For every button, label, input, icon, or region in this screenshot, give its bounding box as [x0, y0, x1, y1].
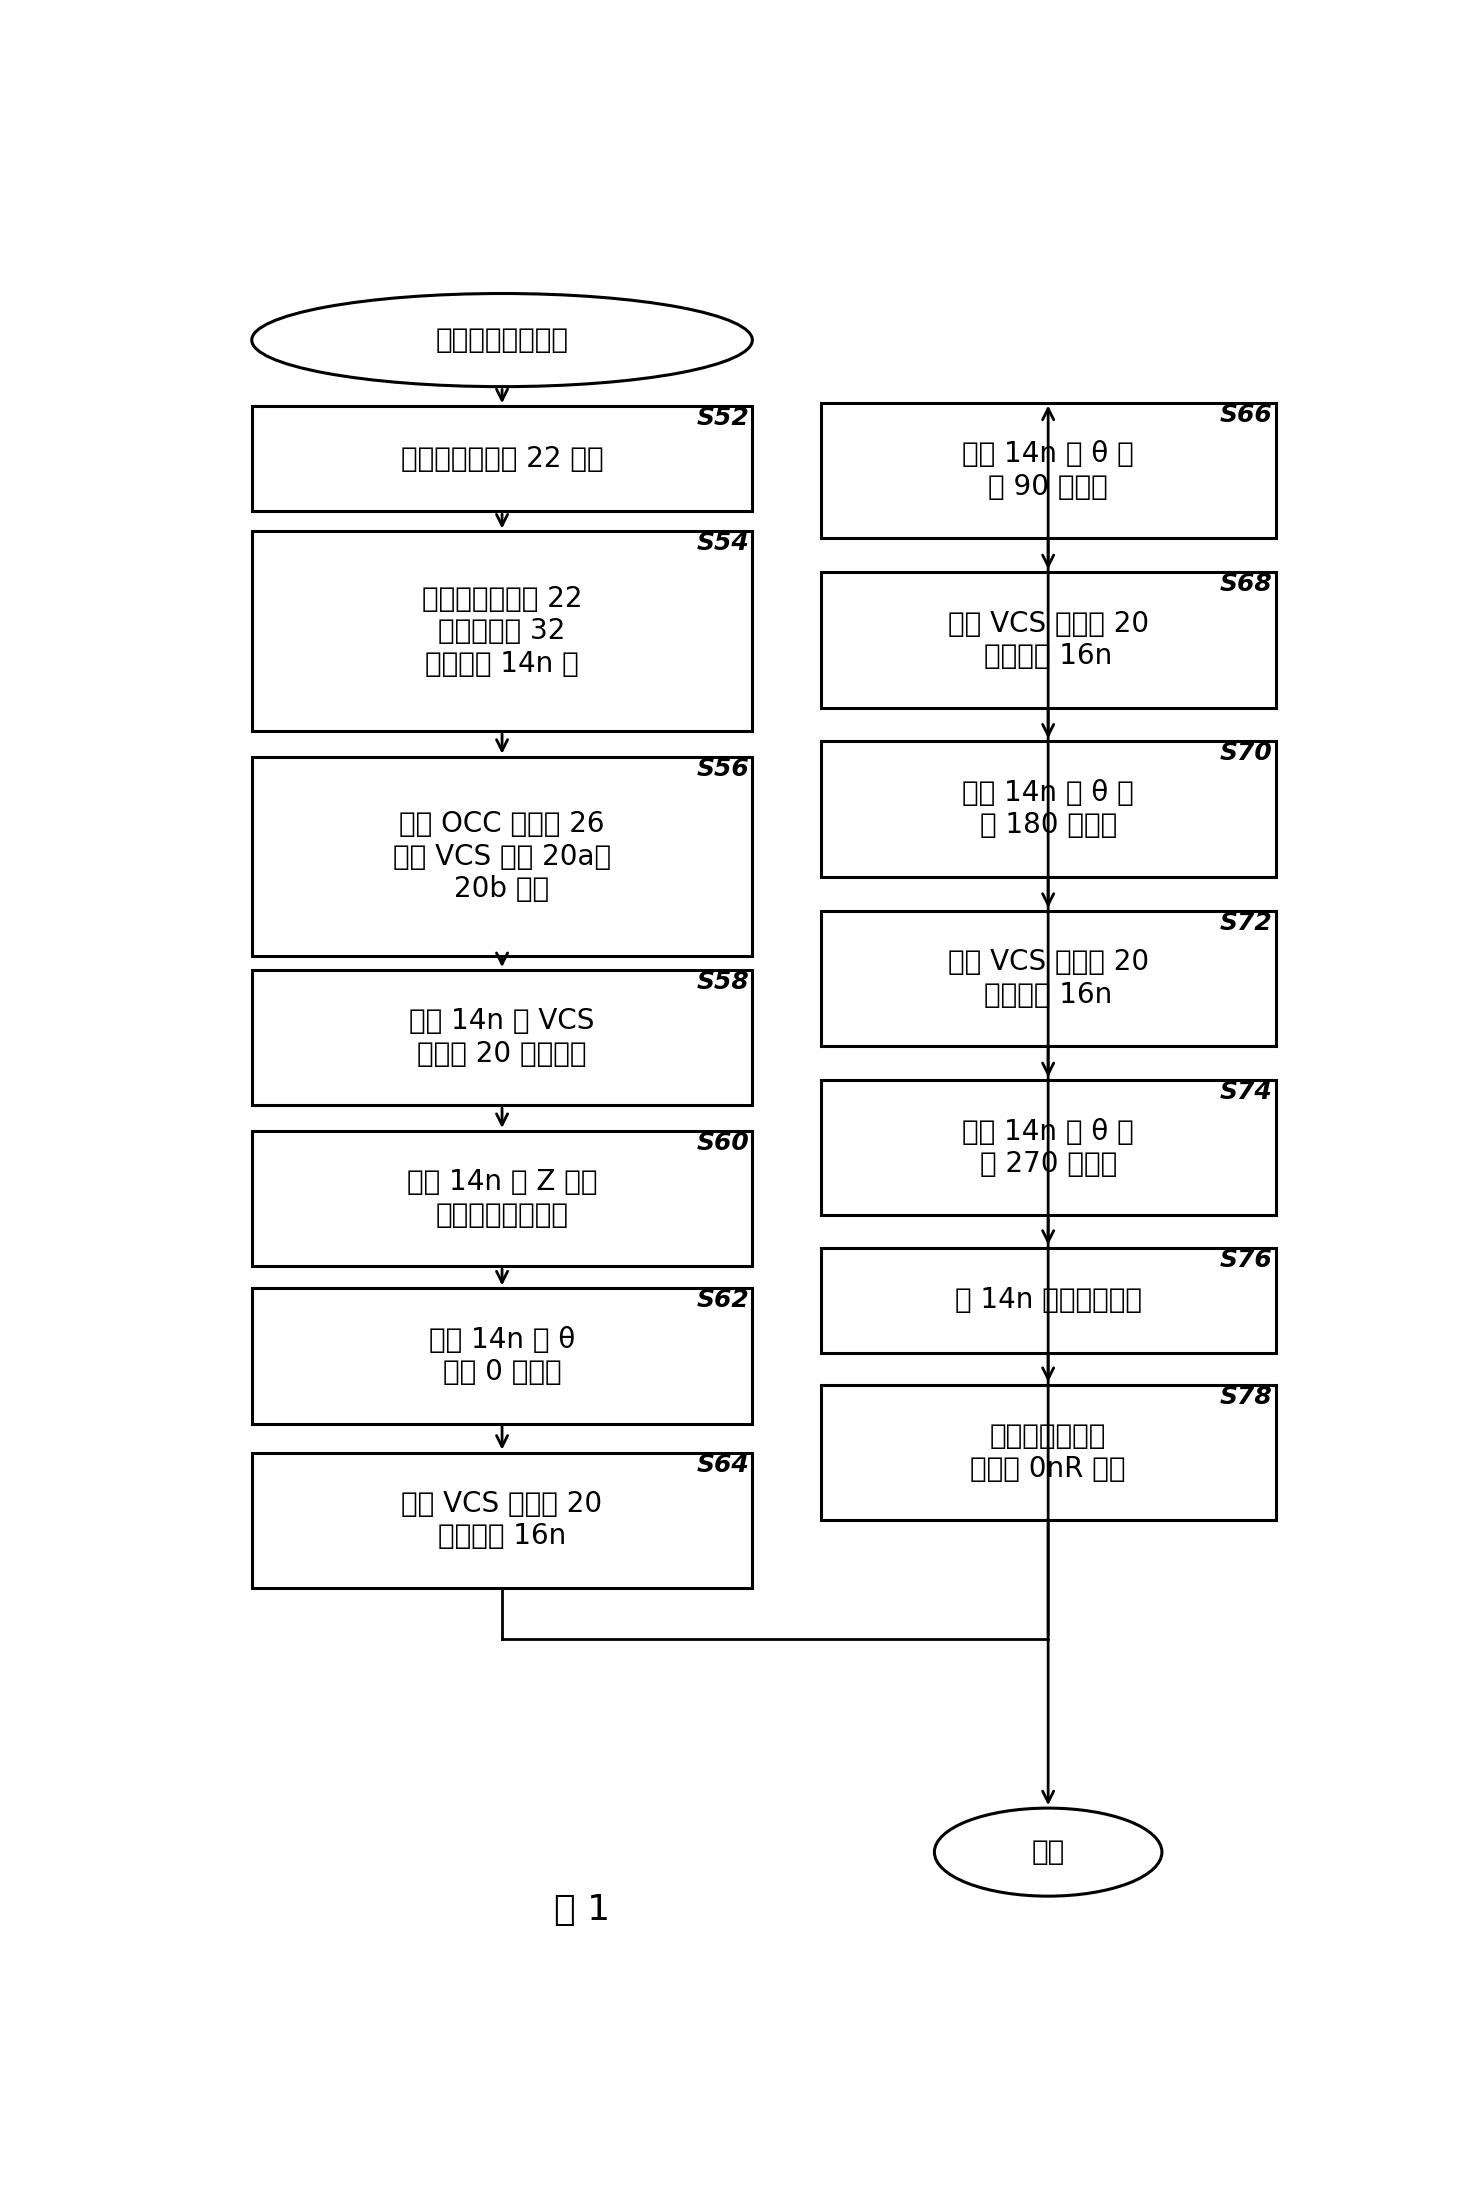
Text: 使头 14n 的 Z 轴向
喷嘴摄像高度下降: 使头 14n 的 Z 轴向 喷嘴摄像高度下降: [407, 1168, 597, 1229]
Text: 结束: 结束: [1032, 1838, 1064, 1867]
Bar: [252, 1289, 752, 1423]
Text: 图 1: 图 1: [553, 1893, 609, 1926]
Bar: [821, 402, 1276, 539]
Bar: [821, 910, 1276, 1047]
Text: 向喷嘴更换单元 22 移动: 向喷嘴更换单元 22 移动: [401, 444, 603, 473]
Bar: [252, 970, 752, 1106]
Bar: [252, 532, 752, 732]
Text: S78: S78: [1220, 1385, 1273, 1410]
Bar: [252, 756, 752, 957]
Bar: [252, 1130, 752, 1267]
Bar: [821, 1247, 1276, 1352]
Bar: [821, 1080, 1276, 1216]
Text: 使头 14n 向 VCS
照相机 20 位置移动: 使头 14n 向 VCS 照相机 20 位置移动: [410, 1007, 595, 1069]
Text: 使头 14n 的 θ 轴
向 180 度旋转: 使头 14n 的 θ 轴 向 180 度旋转: [963, 778, 1133, 840]
Text: S74: S74: [1220, 1080, 1273, 1104]
Text: 测定安装头偏移量: 测定安装头偏移量: [436, 325, 568, 354]
Bar: [821, 1385, 1276, 1520]
Text: S66: S66: [1220, 402, 1273, 427]
Bar: [821, 572, 1276, 708]
Text: 使头 14n 的 θ
轴向 0 度旋转: 使头 14n 的 θ 轴向 0 度旋转: [429, 1326, 575, 1385]
Text: S60: S60: [696, 1130, 749, 1154]
Ellipse shape: [252, 292, 752, 387]
Text: S62: S62: [696, 1289, 749, 1313]
Text: 利用 VCS 照相机 20
拍摄喷嘴 16n: 利用 VCS 照相机 20 拍摄喷嘴 16n: [947, 609, 1149, 671]
Text: S76: S76: [1220, 1247, 1273, 1271]
Text: S70: S70: [1220, 741, 1273, 765]
Text: S64: S64: [696, 1454, 749, 1476]
Text: S56: S56: [696, 756, 749, 781]
Text: 利用 OCC 照相机 26
识别 VCS 标记 20a、
20b 位置: 利用 OCC 照相机 26 识别 VCS 标记 20a、 20b 位置: [393, 809, 611, 904]
Bar: [821, 741, 1276, 877]
Text: 头 14n 的实轴心计算: 头 14n 的实轴心计算: [954, 1286, 1142, 1315]
Text: 使头 14n 的 θ 轴
向 90 度旋转: 使头 14n 的 θ 轴 向 90 度旋转: [963, 440, 1133, 501]
Bar: [252, 1454, 752, 1588]
Bar: [252, 407, 752, 510]
Text: S52: S52: [696, 407, 749, 431]
Text: 使头 14n 的 θ 轴
向 270 度旋转: 使头 14n 的 θ 轴 向 270 度旋转: [963, 1117, 1133, 1179]
Text: 将计算结果作为
偏移量 0nR 取得: 将计算结果作为 偏移量 0nR 取得: [970, 1423, 1126, 1482]
Text: S58: S58: [696, 970, 749, 994]
Text: 利用 VCS 照相机 20
拍摄喷嘴 16n: 利用 VCS 照相机 20 拍摄喷嘴 16n: [401, 1491, 603, 1550]
Text: S72: S72: [1220, 910, 1273, 935]
Text: S54: S54: [696, 532, 749, 556]
Text: 利用 VCS 照相机 20
拍摄喷嘴 16n: 利用 VCS 照相机 20 拍摄喷嘴 16n: [947, 948, 1149, 1009]
Text: 从喷嘴更换单元 22
将虚设喷嘴 32
装配到头 14n 上: 从喷嘴更换单元 22 将虚设喷嘴 32 装配到头 14n 上: [421, 585, 583, 677]
Ellipse shape: [935, 1808, 1163, 1896]
Text: S68: S68: [1220, 572, 1273, 596]
